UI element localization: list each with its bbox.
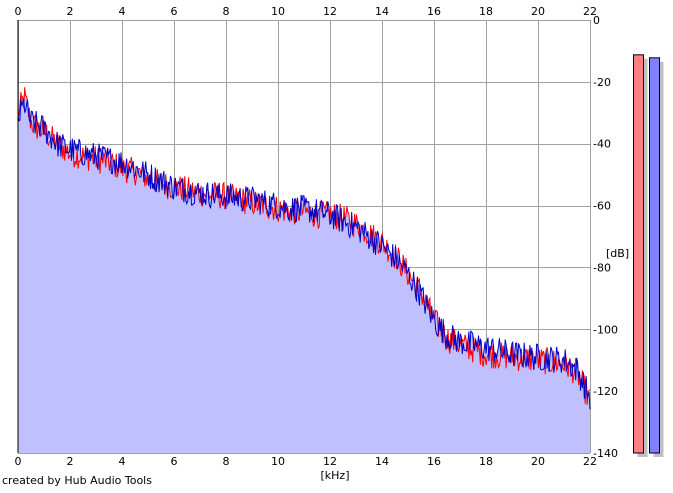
x-tick-label-bottom: 12 [323,455,337,468]
credit-text: created by Hub Audio Tools [2,474,152,487]
x-tick-label-top: 10 [271,5,285,18]
x-ticks-bottom: 0 2 4 6 8 10 12 14 16 18 20 22 [15,455,598,468]
x-tick-label-bottom: 22 [583,455,597,468]
x-tick-label-top: 12 [323,5,337,18]
level-meter-left-bar [633,54,644,454]
y-axis-label: [dB] [606,247,629,260]
x-tick-label-bottom: 18 [479,455,493,468]
right-channel-series [17,98,591,410]
x-tick-label-bottom: 14 [375,455,389,468]
x-tick-label-bottom: 2 [67,455,74,468]
x-ticks-top: 0 2 4 6 8 10 12 14 16 18 20 22 [15,5,598,18]
level-meter [633,54,664,458]
y-ticks-right: 0 -20 -40 -60 -80 -100 -120 -140 [593,14,618,460]
x-tick-label-top: 2 [67,5,74,18]
x-tick-label-bottom: 6 [171,455,178,468]
x-tick-label-top: 14 [375,5,389,18]
y-tick-label: -40 [593,138,611,151]
x-tick-label-top: 16 [427,5,441,18]
x-tick-label-bottom: 10 [271,455,285,468]
x-axis-label: [kHz] [321,469,350,482]
x-tick-label-top: 8 [223,5,230,18]
x-tick-label-bottom: 16 [427,455,441,468]
y-tick-label: -120 [593,385,618,398]
x-tick-label-bottom: 0 [15,455,22,468]
x-tick-label-top: 6 [171,5,178,18]
x-tick-label-top: 22 [583,5,597,18]
y-tick-label: -100 [593,323,618,336]
y-tick-label: 0 [593,14,600,27]
x-tick-label-top: 18 [479,5,493,18]
x-tick-label-top: 0 [15,5,22,18]
level-meter-right-bar [649,57,660,454]
y-tick-label: -60 [593,200,611,213]
y-tick-label: -20 [593,76,611,89]
x-tick-label-top: 4 [119,5,126,18]
x-tick-label-bottom: 4 [119,455,126,468]
x-tick-label-top: 20 [531,5,545,18]
y-tick-label: -80 [593,261,611,274]
x-tick-label-bottom: 20 [531,455,545,468]
x-tick-label-bottom: 8 [223,455,230,468]
y-tick-label: -140 [593,447,618,460]
